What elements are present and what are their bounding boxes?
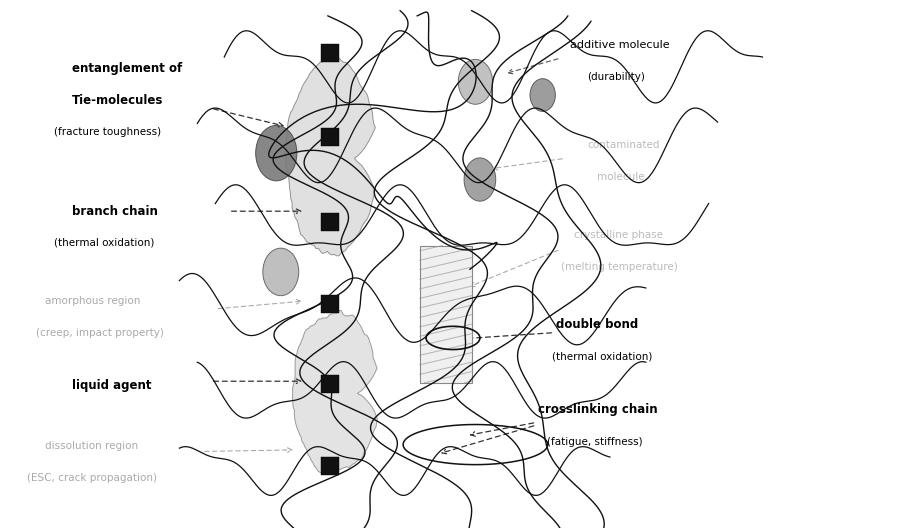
Text: crosslinking chain: crosslinking chain xyxy=(538,403,658,416)
Text: branch chain: branch chain xyxy=(72,205,158,218)
Text: molecule: molecule xyxy=(597,172,644,182)
Text: crystalline phase: crystalline phase xyxy=(574,230,663,240)
Text: amorphous region: amorphous region xyxy=(45,296,140,306)
Text: double bond: double bond xyxy=(556,318,639,331)
Text: (fatigue, stiffness): (fatigue, stiffness) xyxy=(547,438,643,447)
Text: dissolution region: dissolution region xyxy=(45,441,138,451)
Text: entanglement of: entanglement of xyxy=(72,62,182,75)
Text: (melting temperature): (melting temperature) xyxy=(561,262,677,271)
Text: (thermal oxidation): (thermal oxidation) xyxy=(54,238,154,248)
Text: (ESC, crack propagation): (ESC, crack propagation) xyxy=(27,473,157,483)
Bar xyxy=(321,295,339,313)
Text: (thermal oxidation): (thermal oxidation) xyxy=(552,352,652,361)
Bar xyxy=(420,246,472,383)
Text: (durability): (durability) xyxy=(588,72,646,81)
Bar xyxy=(321,375,339,393)
Bar xyxy=(321,44,339,62)
Bar xyxy=(321,213,339,231)
Text: (creep, impact property): (creep, impact property) xyxy=(36,328,164,337)
Ellipse shape xyxy=(263,248,299,296)
Ellipse shape xyxy=(464,158,496,201)
Ellipse shape xyxy=(256,125,297,181)
Ellipse shape xyxy=(458,60,492,105)
Ellipse shape xyxy=(530,79,555,111)
Polygon shape xyxy=(285,55,375,256)
Text: Tie-molecules: Tie-molecules xyxy=(72,94,163,107)
Bar xyxy=(321,457,339,475)
Text: contaminated: contaminated xyxy=(588,140,660,150)
Text: (fracture toughness): (fracture toughness) xyxy=(54,127,161,137)
Text: liquid agent: liquid agent xyxy=(72,379,152,392)
Text: additive molecule: additive molecule xyxy=(570,40,669,50)
Polygon shape xyxy=(292,310,378,475)
Bar xyxy=(321,128,339,146)
